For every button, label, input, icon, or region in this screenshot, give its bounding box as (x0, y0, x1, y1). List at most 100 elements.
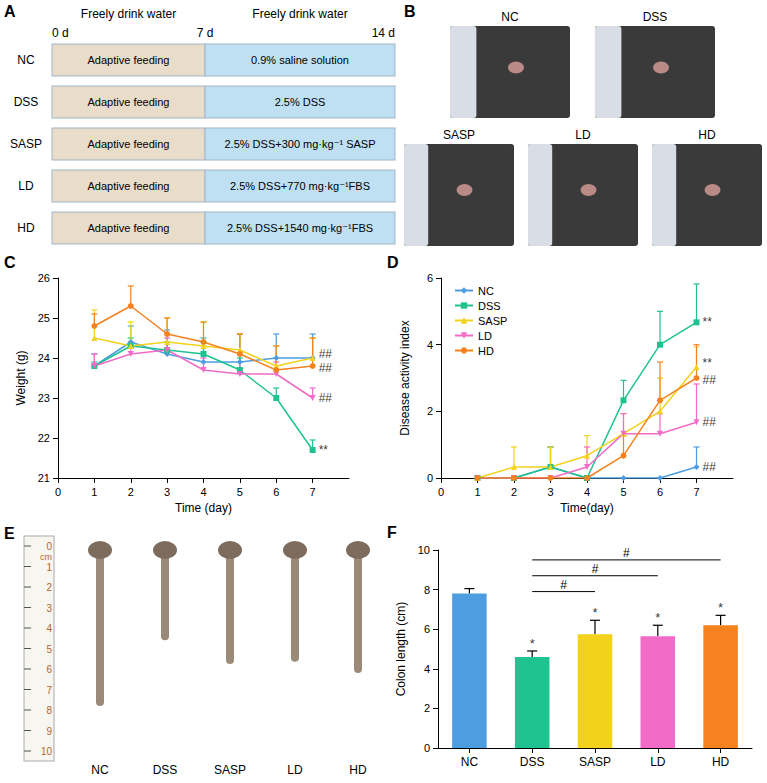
svg-text:SASP: SASP (10, 137, 42, 151)
svg-text:10: 10 (418, 544, 430, 556)
svg-text:5: 5 (46, 644, 52, 655)
svg-text:*: * (718, 600, 723, 615)
svg-text:HD: HD (478, 345, 494, 357)
svg-text:2: 2 (427, 405, 433, 417)
svg-text:SASP: SASP (478, 315, 507, 327)
svg-text:DSS: DSS (14, 95, 39, 109)
svg-text:9: 9 (46, 726, 52, 737)
svg-text:2.5% DSS+300 mg·kg⁻¹ SASP: 2.5% DSS+300 mg·kg⁻¹ SASP (224, 138, 375, 150)
svg-text:14 d: 14 d (372, 26, 395, 40)
svg-text:21: 21 (38, 472, 50, 484)
svg-text:6: 6 (46, 664, 52, 675)
svg-text:3: 3 (547, 486, 553, 498)
svg-text:LD: LD (650, 755, 666, 769)
svg-text:NC: NC (501, 10, 519, 24)
svg-text:NC: NC (17, 53, 35, 67)
svg-text:**: ** (319, 443, 329, 457)
svg-text:4: 4 (584, 486, 590, 498)
svg-text:Disease activity index: Disease activity index (398, 320, 412, 435)
svg-text:LD: LD (478, 330, 492, 342)
svg-text:Adaptive feeding: Adaptive feeding (88, 222, 170, 234)
svg-text:B: B (404, 3, 416, 20)
svg-text:8: 8 (46, 705, 52, 716)
svg-text:5: 5 (620, 486, 626, 498)
svg-text:##: ## (319, 347, 333, 361)
svg-text:*: * (592, 605, 597, 620)
svg-text:LD: LD (18, 179, 34, 193)
svg-text:6: 6 (427, 272, 433, 284)
svg-text:7: 7 (310, 486, 316, 498)
svg-text:26: 26 (38, 272, 50, 284)
svg-text:Freely drink water: Freely drink water (81, 7, 176, 21)
svg-text:4: 4 (427, 339, 433, 351)
svg-text:cm: cm (40, 552, 52, 562)
svg-text:2: 2 (46, 582, 52, 593)
svg-text:22: 22 (38, 432, 50, 444)
svg-text:HD: HD (17, 221, 35, 235)
svg-text:HD: HD (698, 128, 716, 142)
svg-text:4: 4 (200, 486, 206, 498)
svg-text:NC: NC (478, 285, 494, 297)
svg-text:Adaptive feeding: Adaptive feeding (88, 180, 170, 192)
svg-text:2: 2 (128, 486, 134, 498)
svg-text:*: * (530, 636, 535, 651)
svg-text:7: 7 (693, 486, 699, 498)
svg-text:#: # (592, 562, 599, 576)
svg-text:**: ** (703, 356, 713, 370)
svg-text:SASP: SASP (443, 128, 475, 142)
svg-text:0: 0 (438, 486, 444, 498)
svg-text:8: 8 (424, 584, 430, 596)
svg-text:2.5% DSS: 2.5% DSS (275, 96, 326, 108)
svg-text:0: 0 (424, 742, 430, 754)
svg-text:*: * (655, 610, 660, 625)
svg-text:DSS: DSS (478, 300, 501, 312)
svg-text:Time (day): Time (day) (175, 501, 232, 515)
svg-text:DSS: DSS (520, 755, 545, 769)
svg-text:LD: LD (287, 763, 303, 777)
svg-text:0: 0 (46, 541, 52, 552)
svg-text:25: 25 (38, 312, 50, 324)
svg-text:2.5% DSS+1540 mg·kg⁻¹FBS: 2.5% DSS+1540 mg·kg⁻¹FBS (227, 222, 373, 234)
svg-text:Colon length (cm): Colon length (cm) (394, 602, 408, 697)
svg-text:HD: HD (712, 755, 730, 769)
svg-text:NC: NC (91, 763, 109, 777)
svg-text:4: 4 (424, 663, 430, 675)
svg-text:7: 7 (46, 685, 52, 696)
svg-text:HD: HD (349, 763, 367, 777)
svg-text:NC: NC (461, 755, 479, 769)
svg-text:1: 1 (46, 562, 52, 573)
svg-text:##: ## (319, 361, 333, 375)
svg-text:1: 1 (474, 486, 480, 498)
svg-text:2: 2 (511, 486, 517, 498)
svg-text:SASP: SASP (579, 755, 611, 769)
svg-text:SASP: SASP (214, 763, 246, 777)
svg-text:2.5% DSS+770 mg·kg⁻¹FBS: 2.5% DSS+770 mg·kg⁻¹FBS (230, 180, 370, 192)
svg-text:6: 6 (657, 486, 663, 498)
svg-text:Adaptive feeding: Adaptive feeding (88, 138, 170, 150)
svg-text:3: 3 (46, 603, 52, 614)
svg-text:0 d: 0 d (52, 26, 69, 40)
svg-text:0.9% saline solution: 0.9% saline solution (251, 54, 349, 66)
svg-text:24: 24 (38, 352, 50, 364)
svg-text:0: 0 (427, 472, 433, 484)
svg-text:##: ## (703, 460, 717, 474)
svg-text:7 d: 7 d (197, 26, 214, 40)
svg-text:Adaptive feeding: Adaptive feeding (88, 54, 170, 66)
svg-text:**: ** (703, 315, 713, 329)
svg-text:1: 1 (91, 486, 97, 498)
svg-text:23: 23 (38, 392, 50, 404)
svg-text:##: ## (319, 391, 333, 405)
svg-text:E: E (4, 525, 15, 542)
svg-text:#: # (623, 546, 630, 560)
svg-text:6: 6 (424, 623, 430, 635)
svg-text:5: 5 (237, 486, 243, 498)
svg-text:Time(day): Time(day) (560, 501, 614, 515)
svg-text:DSS: DSS (643, 10, 668, 24)
svg-text:DSS: DSS (153, 763, 178, 777)
svg-text:Adaptive feeding: Adaptive feeding (88, 96, 170, 108)
svg-text:6: 6 (273, 486, 279, 498)
svg-text:4: 4 (46, 623, 52, 634)
svg-text:3: 3 (164, 486, 170, 498)
svg-text:10: 10 (41, 746, 53, 757)
svg-text:Weight (g): Weight (g) (14, 350, 28, 405)
